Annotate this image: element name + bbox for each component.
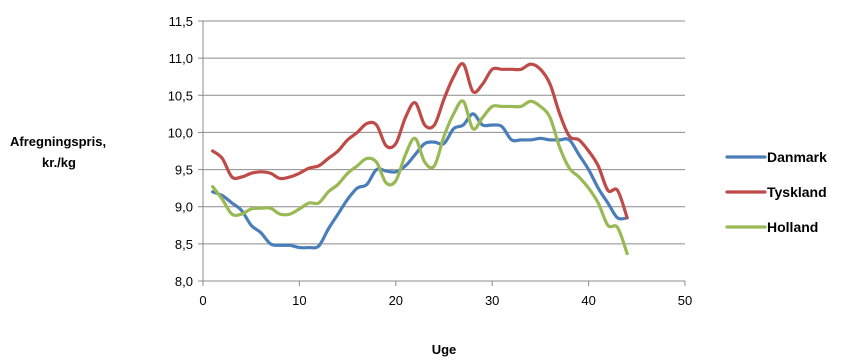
x-axis-ticks: 0 10 20 30 40 50 xyxy=(199,281,692,308)
y-tick-label: 11,5 xyxy=(169,14,193,29)
y-tick-label: 8,5 xyxy=(175,237,193,252)
series-line-tyskland xyxy=(213,64,628,218)
x-tick-label: 50 xyxy=(678,293,692,308)
x-tick-label: 20 xyxy=(389,293,403,308)
y-tick-label: 10,5 xyxy=(168,88,193,103)
y-tick-label: 10,0 xyxy=(168,125,193,140)
x-tick-label: 0 xyxy=(199,293,206,308)
y-tick-label: 11,0 xyxy=(169,51,193,66)
y-tick-label: 9,5 xyxy=(175,163,193,178)
y-axis-label-line-1: Afregningspris, xyxy=(10,134,106,149)
legend-label-holland: Holland xyxy=(767,219,818,235)
x-tick-label: 30 xyxy=(485,293,499,308)
y-axis-label-line-2: kr./kg xyxy=(42,155,76,170)
axes xyxy=(203,21,685,281)
legend-label-tyskland: Tyskland xyxy=(767,184,827,200)
series-lines xyxy=(213,64,628,254)
y-tick-label: 9,0 xyxy=(175,200,193,215)
x-axis-label: Uge xyxy=(432,342,457,357)
y-axis-ticks: 8,0 8,5 9,0 9,5 10,0 10,5 11,0 11,5 xyxy=(168,14,203,289)
series-line-danmark xyxy=(213,114,628,248)
x-tick-label: 40 xyxy=(581,293,595,308)
x-tick-label: 10 xyxy=(292,293,306,308)
legend-label-danmark: Danmark xyxy=(767,149,827,165)
legend: Danmark Tyskland Holland xyxy=(727,149,827,235)
y-tick-label: 8,0 xyxy=(175,274,193,289)
